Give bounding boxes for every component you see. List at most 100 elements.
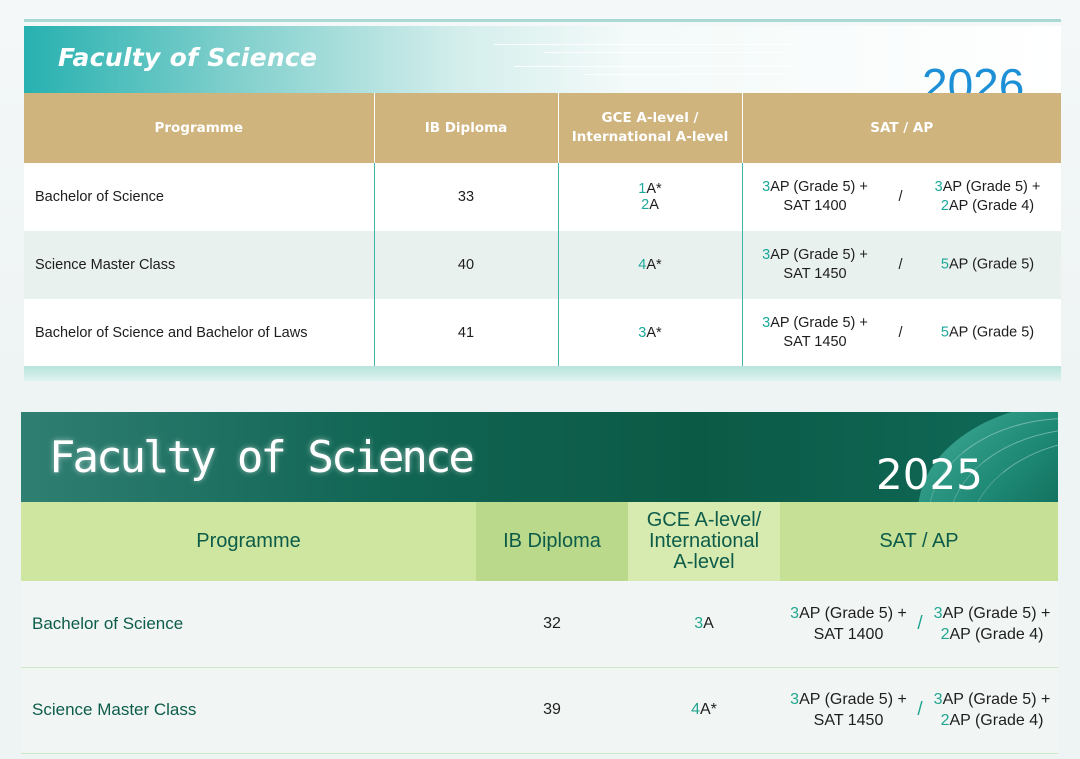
admission-panel-2026: Faculty of Science 2026 Programme IB Dip… (0, 0, 1080, 390)
count-number: 3 (638, 325, 647, 341)
requirements-table-2025: Programme IB Diploma GCE A-level/Interna… (21, 502, 1058, 754)
table-row: Bachelor of Science 32 3A 3AP (Grade 5) + SA… (21, 581, 1058, 668)
requirements-table-2026: Programme IB Diploma GCE A-level / Intern… (24, 93, 1061, 367)
requirement-text: AP (Grade 5) + (942, 691, 1051, 708)
count-number: 3 (790, 604, 800, 622)
programme-name: Bachelor of Science and Bachelor of Laws (24, 299, 374, 367)
requirement-text: AP (Grade 5) (948, 324, 1035, 341)
sat-option-a: 3AP (Grade 5) + SAT 1450 (743, 246, 888, 284)
option-separator: / (917, 612, 923, 634)
programme-name: Science Master Class (21, 667, 476, 754)
top-rule (24, 19, 1061, 22)
requirement-text: AP (Grade 5) + (799, 604, 907, 622)
sat-ap-requirement: 3AP (Grade 5) + SAT 1400/3AP (Grade 5) +2… (780, 581, 1058, 668)
requirement-text: A* (646, 181, 662, 197)
requirement-text: AP (Grade 5) + (942, 604, 1051, 622)
ib-score: 32 (476, 581, 628, 668)
requirement-text: AP (Grade 5) + (770, 179, 868, 195)
count-number: 3 (933, 604, 943, 622)
gce-requirement: 1A* 2A (557, 163, 742, 231)
year-label: 2025 (876, 450, 983, 499)
requirement-text: SAT 1450 (813, 712, 884, 729)
count-number: 3 (762, 179, 771, 195)
count-number: 3 (762, 315, 771, 331)
sat-option-a: 3AP (Grade 5) + SAT 1400 (743, 178, 888, 216)
sat-option-a: 3AP (Grade 5) + SAT 1450 (780, 689, 917, 731)
sat-option-b: 5AP (Grade 5) (914, 324, 1062, 343)
table-row: Science Master Class 39 4A* 3AP (Grade 5) +… (21, 667, 1058, 754)
requirement-text: A* (646, 257, 662, 273)
sat-ap-requirement: 3AP (Grade 5) + SAT 1450 / 5AP (Grade 5) (741, 231, 1062, 299)
option-separator: / (917, 699, 923, 720)
programme-name: Bachelor of Science (21, 581, 476, 668)
gce-requirement: 3A* (557, 299, 742, 367)
count-number: 2 (940, 198, 949, 214)
sat-option-b: 5AP (Grade 5) (914, 256, 1062, 275)
count-number: 2 (940, 712, 950, 729)
option-separator: / (898, 189, 903, 205)
requirement-text: SAT 1450 (783, 334, 847, 350)
table-header-row: Programme IB Diploma GCE A-level/Interna… (21, 502, 1058, 581)
count-number: 2 (641, 197, 650, 213)
requirement-text: AP (Grade 5) + (770, 247, 868, 263)
ib-score: 40 (373, 231, 558, 299)
programme-name: Science Master Class (24, 231, 374, 299)
table-row: Science Master Class 40 4A* 3AP (Grade 5) +… (24, 231, 1061, 299)
option-separator: / (898, 257, 903, 273)
ib-score: 39 (476, 667, 628, 754)
count-number: 3 (933, 691, 943, 708)
requirement-text: A (649, 197, 659, 213)
requirement-text: A* (646, 325, 662, 341)
programme-name: Bachelor of Science (24, 163, 374, 231)
header-ib-diploma: IB Diploma (476, 502, 628, 581)
requirement-text: AP (Grade 4) (948, 198, 1035, 214)
requirement-text: AP (Grade 5) + (942, 179, 1041, 195)
requirement-text: AP (Grade 5) + (770, 315, 868, 331)
gce-requirement: 3A (628, 581, 780, 668)
header-sat-ap: SAT / AP (780, 502, 1058, 581)
sat-ap-requirement: 3AP (Grade 5) + SAT 1400/3AP (Grade 5) +2… (741, 163, 1062, 231)
count-number: 4 (691, 701, 700, 718)
table-row: Bachelor of Science and Bachelor of Laws… (24, 299, 1061, 367)
requirement-text: AP (Grade 4) (949, 625, 1044, 643)
requirement-text: SAT 1400 (783, 198, 847, 214)
requirement-text: A (703, 614, 714, 632)
header-sat-ap: SAT / AP (741, 93, 1061, 163)
gce-requirement: 4A* (557, 231, 742, 299)
sat-option-b: 3AP (Grade 5) + 2AP (Grade 4) (914, 178, 1062, 216)
count-number: 4 (638, 257, 647, 273)
option-separator: / (898, 325, 903, 341)
table-row: Bachelor of Science 33 1A* 2A 3AP (Grade 5)… (24, 163, 1061, 231)
ib-score: 33 (373, 163, 558, 231)
header-gce-a-level: GCE A-level/International A-level (628, 502, 780, 581)
header-programme: Programme (24, 93, 374, 163)
count-number: 3 (934, 179, 943, 195)
count-number: 3 (790, 691, 800, 708)
header-ib-diploma: IB Diploma (373, 93, 558, 163)
sat-ap-requirement: 3AP (Grade 5) + SAT 1450 / 5AP (Grade 5) (741, 299, 1062, 367)
count-number: 2 (940, 625, 950, 643)
count-number: 1 (638, 181, 647, 197)
sat-option-b: 3AP (Grade 5) + 2AP (Grade 4) (928, 603, 1056, 645)
count-number: 5 (940, 324, 949, 341)
faculty-title: Faculty of Science (58, 43, 318, 72)
header-gce-a-level: GCE A-level / International A-level (557, 93, 742, 163)
table-header-row: Programme IB Diploma GCE A-level / Intern… (24, 93, 1061, 163)
count-number: 3 (694, 614, 704, 632)
sat-option-a: 3AP (Grade 5) + SAT 1450 (743, 314, 888, 352)
requirement-text: SAT 1400 (813, 625, 884, 643)
gce-requirement: 4A* (628, 667, 780, 754)
sat-ap-requirement: 3AP (Grade 5) + SAT 1450/3AP (Grade 5) +2… (780, 667, 1058, 754)
requirement-text: SAT 1450 (783, 266, 847, 282)
requirement-text: AP (Grade 4) (949, 712, 1044, 729)
ib-score: 41 (373, 299, 558, 367)
requirement-text: AP (Grade 5) (948, 256, 1035, 273)
sat-option-a: 3AP (Grade 5) + SAT 1400 (780, 603, 917, 645)
faculty-title: Faculty of Science (49, 432, 475, 483)
requirement-text: A* (700, 701, 717, 718)
sat-option-b: 3AP (Grade 5) + 2AP (Grade 4) (928, 689, 1056, 731)
count-number: 3 (762, 247, 771, 263)
bottom-rule (24, 366, 1061, 381)
banner-2026: Faculty of Science 2026 (24, 26, 1061, 93)
header-programme: Programme (21, 502, 476, 581)
